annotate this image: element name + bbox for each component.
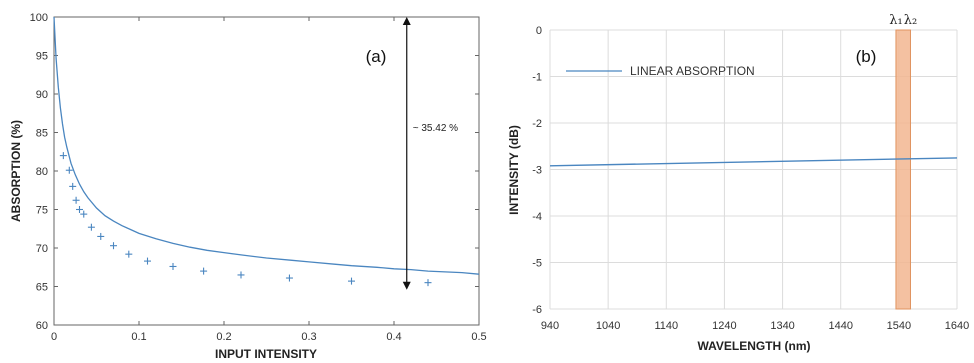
data-marker xyxy=(76,206,83,213)
absorption-curve xyxy=(53,16,480,275)
x-ticks-a: 0 0.1 0.2 0.3 0.4 0.5 xyxy=(51,17,487,343)
y-tick-label-a: 65 xyxy=(36,282,48,294)
x-tick-label-a: 0.4 xyxy=(386,331,401,343)
x-tick-label-a: 0.3 xyxy=(301,331,316,343)
data-marker xyxy=(59,152,67,160)
y-tick-label-b: -6 xyxy=(532,304,542,316)
linear-absorption-line xyxy=(549,157,958,167)
chart-intensity-vs-wavelength: λ₁ λ₂ 0 -1 -2 -3 -4 -5 -6 940 1040 1140 1240 1340 14… xyxy=(507,13,969,353)
difference-label: ~ 35.42 % xyxy=(413,123,458,134)
legend-b: LINEAR ABSORPTION xyxy=(566,64,755,78)
x-tick-label-b: 1040 xyxy=(596,320,620,332)
annotation-a: ~ 35.42 % xyxy=(402,17,458,290)
x-tick-label-b: 1240 xyxy=(712,320,736,332)
x-tick-label-b: 940 xyxy=(541,320,559,332)
y-tick-label-a: 70 xyxy=(36,243,48,255)
y-tick-label-b: -4 xyxy=(532,211,542,223)
x-tick-label-a: 0 xyxy=(51,331,57,343)
data-marker xyxy=(237,271,245,279)
series-a xyxy=(53,16,480,275)
band-label-lambda-1: λ₁ xyxy=(889,13,902,28)
data-marker xyxy=(285,274,293,282)
data-marker xyxy=(72,196,80,204)
panel-label-a: (a) xyxy=(366,47,387,66)
y-tick-label-a: 100 xyxy=(30,12,48,24)
y-tick-label-a: 80 xyxy=(36,166,48,178)
y-tick-label-a: 60 xyxy=(36,320,48,332)
y-axis-label-b: INTENSITY (dB) xyxy=(507,125,521,215)
data-marker xyxy=(65,166,73,174)
data-marker xyxy=(169,262,177,270)
markers-a xyxy=(59,152,432,287)
y-tick-label-a: 90 xyxy=(36,89,48,101)
grid-b xyxy=(549,29,958,310)
x-tick-label-b: 1340 xyxy=(770,320,794,332)
x-tick-label-b: 1140 xyxy=(654,320,678,332)
arrow-head-down xyxy=(402,281,411,290)
x-tick-label-b: 1640 xyxy=(945,320,969,332)
data-marker xyxy=(110,242,117,250)
y-tick-label-a: 95 xyxy=(36,51,48,63)
x-tick-label-a: 0.5 xyxy=(471,331,486,343)
x-tick-label-b: 1440 xyxy=(828,320,852,332)
data-marker xyxy=(348,277,355,285)
y-tick-label-a: 85 xyxy=(36,128,48,140)
chart-absorption-vs-intensity: 60 65 70 75 80 85 90 95 100 0 0.1 0.2 0.3 0.4 0.5 ~ 3… xyxy=(9,12,487,361)
panel-label-b: (b) xyxy=(856,47,877,66)
y-axis-label-a: ABSORPTION (%) xyxy=(9,120,23,222)
y-tick-label-b: -1 xyxy=(532,72,542,84)
data-marker xyxy=(144,257,151,265)
wavelength-band: λ₁ λ₂ xyxy=(889,13,917,310)
data-marker xyxy=(87,223,95,231)
y-tick-label-b: -3 xyxy=(532,165,542,177)
x-axis-label-b: WAVELENGTH (nm) xyxy=(697,339,810,353)
data-marker xyxy=(424,279,432,287)
arrow-head-up xyxy=(402,17,411,25)
data-marker xyxy=(97,232,105,240)
x-tick-label-b: 1540 xyxy=(887,320,911,332)
series-b xyxy=(549,157,958,167)
y-ticks-a: 60 65 70 75 80 85 90 95 100 xyxy=(30,12,479,332)
data-marker xyxy=(80,210,88,218)
band-label-lambda-2: λ₂ xyxy=(904,13,917,28)
legend-entry-b: LINEAR ABSORPTION xyxy=(630,64,755,78)
wavelength-band-rect xyxy=(895,29,911,310)
plot-area-a xyxy=(53,16,480,326)
x-ticks-b: 940 1040 1140 1240 1340 1440 1540 1640 xyxy=(541,320,969,332)
x-tick-label-a: 0.2 xyxy=(216,331,231,343)
data-marker xyxy=(125,250,133,258)
y-tick-label-b: -5 xyxy=(532,258,542,270)
x-axis-label-a: INPUT INTENSITY xyxy=(215,347,317,361)
y-tick-label-b: 0 xyxy=(536,25,542,37)
y-tick-label-b: -2 xyxy=(532,118,542,130)
data-marker xyxy=(69,182,77,190)
data-marker xyxy=(200,267,208,275)
y-tick-label-a: 75 xyxy=(36,205,48,217)
x-tick-label-a: 0.1 xyxy=(131,331,146,343)
y-ticks-b: 0 -1 -2 -3 -4 -5 -6 xyxy=(532,25,542,316)
